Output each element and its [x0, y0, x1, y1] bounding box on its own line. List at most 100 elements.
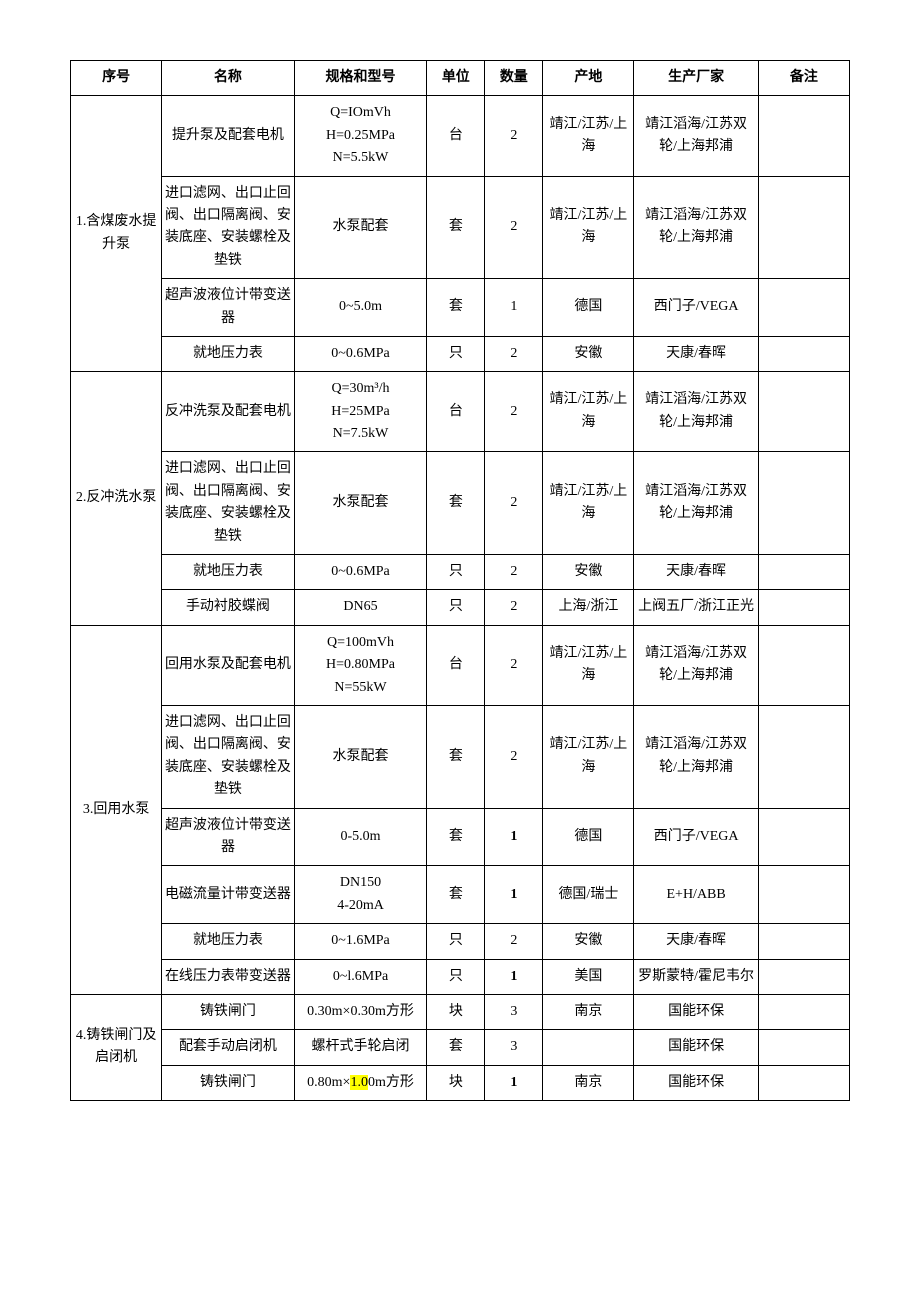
mfr-cell: 国能环保 — [634, 1065, 758, 1100]
name-cell: 就地压力表 — [162, 924, 295, 959]
spec-cell: 螺杆式手轮启闭 — [294, 1030, 427, 1065]
origin-cell — [543, 1030, 634, 1065]
qty-cell: 1 — [485, 808, 543, 866]
seq-cell: 1.含煤废水提升泵 — [71, 96, 162, 372]
spec-cell: 0~0.6MPa — [294, 336, 427, 371]
note-cell — [758, 372, 849, 452]
origin-cell: 南京 — [543, 1065, 634, 1100]
table-row: 进口滤网、出口止回阀、出口隔离阀、安装底座、安装螺栓及垫铁水泵配套套2靖江/江苏… — [71, 452, 850, 555]
origin-cell: 靖江/江苏/上海 — [543, 96, 634, 176]
highlighted-text: 1.0 — [350, 1075, 368, 1090]
name-cell: 电磁流量计带变送器 — [162, 866, 295, 924]
unit-cell: 套 — [427, 279, 485, 337]
header-qty: 数量 — [485, 61, 543, 96]
name-cell: 在线压力表带变送器 — [162, 959, 295, 994]
note-cell — [758, 452, 849, 555]
qty-cell: 2 — [485, 555, 543, 590]
origin-cell: 德国 — [543, 279, 634, 337]
origin-cell: 靖江/江苏/上海 — [543, 452, 634, 555]
origin-cell: 南京 — [543, 994, 634, 1029]
qty-cell: 3 — [485, 1030, 543, 1065]
qty-cell: 2 — [485, 590, 543, 625]
unit-cell: 只 — [427, 555, 485, 590]
table-body: 1.含煤废水提升泵提升泵及配套电机Q=IOmVhH=0.25MPaN=5.5kW… — [71, 96, 850, 1101]
table-header-row: 序号 名称 规格和型号 单位 数量 产地 生产厂家 备注 — [71, 61, 850, 96]
note-cell — [758, 176, 849, 279]
unit-cell: 只 — [427, 959, 485, 994]
mfr-cell: 国能环保 — [634, 1030, 758, 1065]
header-note: 备注 — [758, 61, 849, 96]
unit-cell: 套 — [427, 808, 485, 866]
note-cell — [758, 959, 849, 994]
note-cell — [758, 336, 849, 371]
spec-cell: Q=30m³/hH=25MPaN=7.5kW — [294, 372, 427, 452]
table-row: 手动衬胶蝶阀DN65只2上海/浙江上阀五厂/浙江正光 — [71, 590, 850, 625]
qty-cell: 2 — [485, 452, 543, 555]
origin-cell: 靖江/江苏/上海 — [543, 625, 634, 705]
table-row: 超声波液位计带变送器0-5.0m套1德国西门子/VEGA — [71, 808, 850, 866]
spec-cell: 水泵配套 — [294, 176, 427, 279]
table-row: 3.回用水泵回用水泵及配套电机Q=100mVhH=0.80MPaN=55kW台2… — [71, 625, 850, 705]
origin-cell: 靖江/江苏/上海 — [543, 372, 634, 452]
mfr-cell: 靖江滔海/江苏双轮/上海邦浦 — [634, 372, 758, 452]
origin-cell: 上海/浙江 — [543, 590, 634, 625]
seq-cell: 4.铸铁闸门及启闭机 — [71, 994, 162, 1100]
unit-cell: 套 — [427, 705, 485, 808]
name-cell: 铸铁闸门 — [162, 994, 295, 1029]
note-cell — [758, 279, 849, 337]
note-cell — [758, 625, 849, 705]
mfr-cell: 靖江滔海/江苏双轮/上海邦浦 — [634, 176, 758, 279]
spec-cell: 0~1.6MPa — [294, 924, 427, 959]
unit-cell: 台 — [427, 372, 485, 452]
seq-cell: 3.回用水泵 — [71, 625, 162, 994]
note-cell — [758, 866, 849, 924]
qty-cell: 2 — [485, 924, 543, 959]
spec-cell: Q=100mVhH=0.80MPaN=55kW — [294, 625, 427, 705]
table-row: 进口滤网、出口止回阀、出口隔离阀、安装底座、安装螺栓及垫铁水泵配套套2靖江/江苏… — [71, 176, 850, 279]
unit-cell: 只 — [427, 924, 485, 959]
header-seq: 序号 — [71, 61, 162, 96]
unit-cell: 套 — [427, 1030, 485, 1065]
name-cell: 就地压力表 — [162, 336, 295, 371]
table-row: 1.含煤废水提升泵提升泵及配套电机Q=IOmVhH=0.25MPaN=5.5kW… — [71, 96, 850, 176]
spec-cell: 0.30m×0.30m方形 — [294, 994, 427, 1029]
unit-cell: 块 — [427, 994, 485, 1029]
header-origin: 产地 — [543, 61, 634, 96]
unit-cell: 台 — [427, 625, 485, 705]
unit-cell: 台 — [427, 96, 485, 176]
origin-cell: 安徽 — [543, 336, 634, 371]
name-cell: 进口滤网、出口止回阀、出口隔离阀、安装底座、安装螺栓及垫铁 — [162, 705, 295, 808]
name-cell: 铸铁闸门 — [162, 1065, 295, 1100]
mfr-cell: 天康/春晖 — [634, 336, 758, 371]
spec-cell: Q=IOmVhH=0.25MPaN=5.5kW — [294, 96, 427, 176]
spec-cell: 水泵配套 — [294, 452, 427, 555]
unit-cell: 只 — [427, 336, 485, 371]
note-cell — [758, 924, 849, 959]
table-row: 就地压力表0~0.6MPa只2安徽天康/春晖 — [71, 555, 850, 590]
spec-cell: 0~5.0m — [294, 279, 427, 337]
qty-cell: 2 — [485, 625, 543, 705]
name-cell: 进口滤网、出口止回阀、出口隔离阀、安装底座、安装螺栓及垫铁 — [162, 452, 295, 555]
unit-cell: 块 — [427, 1065, 485, 1100]
header-spec: 规格和型号 — [294, 61, 427, 96]
name-cell: 进口滤网、出口止回阀、出口隔离阀、安装底座、安装螺栓及垫铁 — [162, 176, 295, 279]
mfr-cell: 天康/春晖 — [634, 924, 758, 959]
mfr-cell: 靖江滔海/江苏双轮/上海邦浦 — [634, 625, 758, 705]
qty-cell: 2 — [485, 336, 543, 371]
origin-cell: 靖江/江苏/上海 — [543, 176, 634, 279]
table-row: 进口滤网、出口止回阀、出口隔离阀、安装底座、安装螺栓及垫铁水泵配套套2靖江/江苏… — [71, 705, 850, 808]
header-mfr: 生产厂家 — [634, 61, 758, 96]
qty-cell: 2 — [485, 176, 543, 279]
table-row: 超声波液位计带变送器0~5.0m套1德国西门子/VEGA — [71, 279, 850, 337]
header-name: 名称 — [162, 61, 295, 96]
origin-cell: 安徽 — [543, 555, 634, 590]
header-unit: 单位 — [427, 61, 485, 96]
mfr-cell: 罗斯蒙特/霍尼韦尔 — [634, 959, 758, 994]
mfr-cell: 靖江滔海/江苏双轮/上海邦浦 — [634, 705, 758, 808]
spec-cell: DN1504-20mA — [294, 866, 427, 924]
spec-cell: 0.80m×1.00m方形 — [294, 1065, 427, 1100]
table-row: 在线压力表带变送器0~l.6MPa只1美国罗斯蒙特/霍尼韦尔 — [71, 959, 850, 994]
mfr-cell: 国能环保 — [634, 994, 758, 1029]
mfr-cell: 上阀五厂/浙江正光 — [634, 590, 758, 625]
mfr-cell: E+H/ABB — [634, 866, 758, 924]
